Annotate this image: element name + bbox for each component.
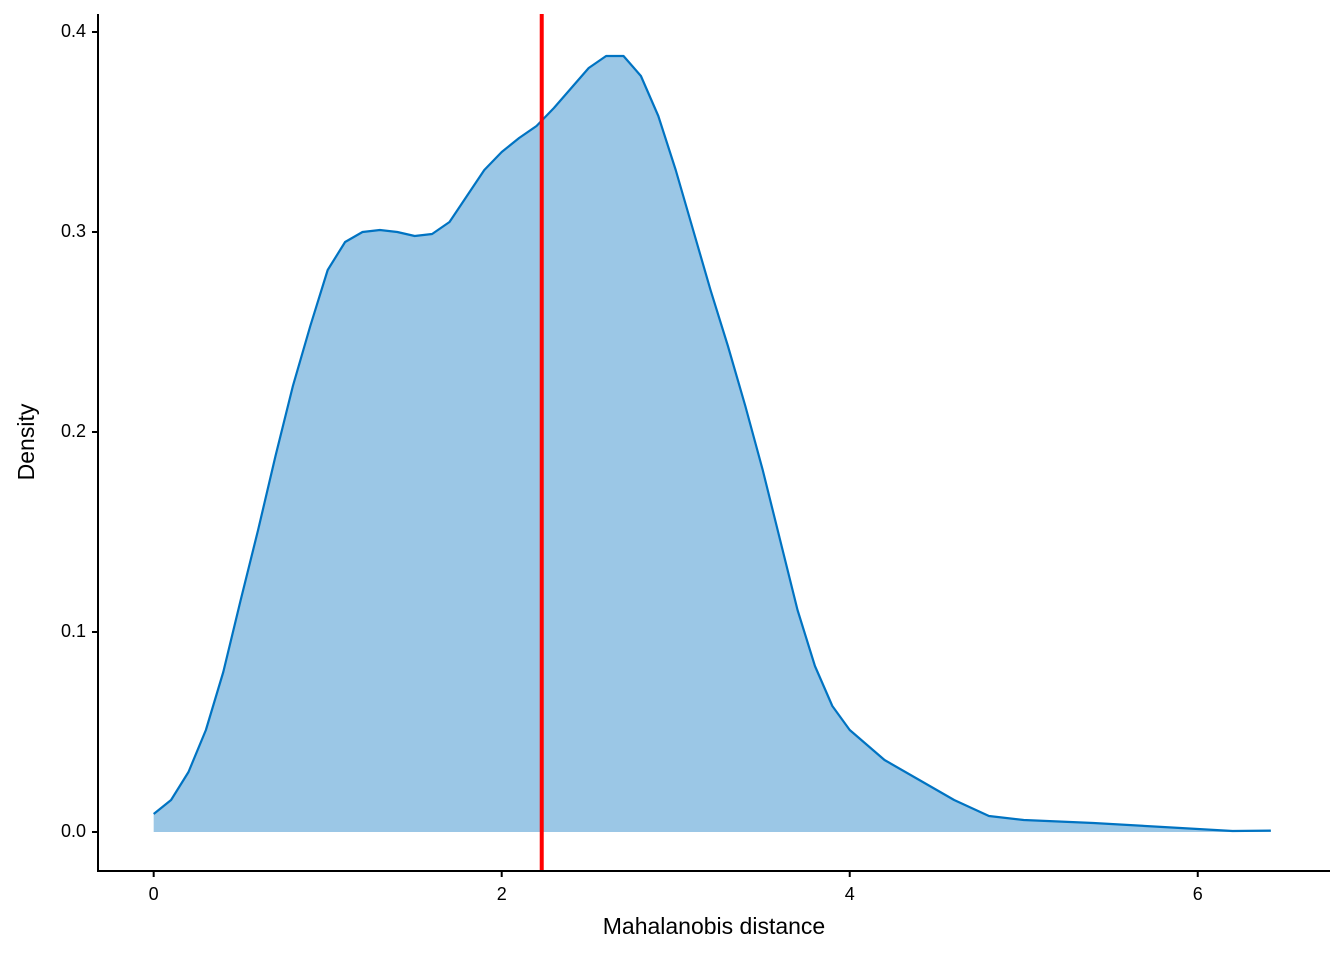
y-tick-label: 0.2 — [61, 421, 86, 441]
x-axis-title: Mahalanobis distance — [603, 913, 825, 939]
x-tick-label: 6 — [1193, 884, 1203, 904]
x-tick-label: 2 — [497, 884, 507, 904]
y-tick-label: 0.4 — [61, 21, 86, 41]
x-tick-label: 4 — [845, 884, 855, 904]
y-axis-title: Density — [13, 403, 39, 480]
y-tick-label: 0.3 — [61, 221, 86, 241]
density-line — [152, 54, 1271, 833]
x-tick-label: 0 — [149, 884, 159, 904]
y-tick-label: 0.1 — [61, 621, 86, 641]
y-tick-label: 0.0 — [61, 821, 86, 841]
density-area — [153, 56, 1271, 832]
